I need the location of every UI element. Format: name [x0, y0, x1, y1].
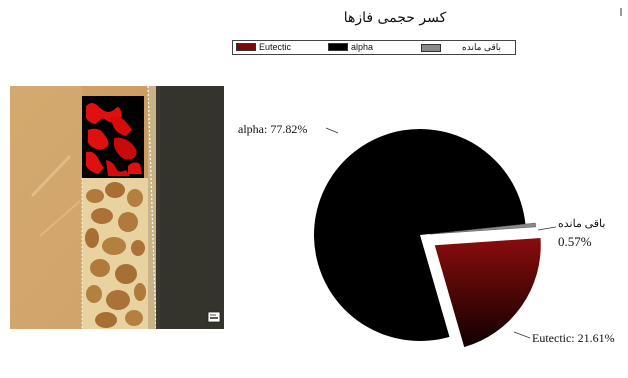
legend-swatch-remainder [421, 43, 441, 52]
pie-slice-remainder [429, 222, 536, 235]
legend-swatch-alpha [328, 43, 348, 51]
legend-label-alpha: alpha [351, 42, 374, 52]
dendrite-region [82, 178, 148, 329]
legend-item-remainder: باقی مانده [421, 42, 501, 53]
pie-slice-alpha [314, 129, 526, 341]
pie-slice-eutectic [434, 238, 541, 348]
legend-item-eutectic: Eutectic [236, 42, 291, 52]
chart-title: کسر حجمی فازها [343, 10, 447, 26]
data-label-eutectic: Eutectic: 21.61% [532, 331, 615, 345]
legend-item-alpha: alpha [328, 42, 373, 52]
chart-legend: Eutectic alpha باقی مانده [232, 40, 516, 55]
legend-label-remainder: باقی مانده [462, 42, 502, 52]
scale-bar-icon [207, 311, 221, 323]
legend-label-eutectic: Eutectic [259, 42, 292, 52]
data-label-remainder-pct: 0.57% [558, 234, 592, 249]
legend-swatch-eutectic [236, 43, 256, 51]
leader-line-eutectic [513, 331, 531, 339]
data-label-remainder-name: باقی مانده [558, 218, 606, 230]
corner-mark [620, 8, 622, 16]
micrograph-image [10, 86, 224, 329]
data-label-alpha: alpha: 77.82% [238, 122, 308, 136]
pie-chart: alpha: 77.82% Eutectic: 21.61% باقی ماند… [238, 70, 628, 378]
pie-svg [314, 127, 557, 348]
micrograph-svg [10, 86, 224, 329]
thresholded-inset [82, 96, 144, 178]
leader-line-alpha [325, 127, 339, 134]
leader-line-remainder [537, 226, 557, 231]
